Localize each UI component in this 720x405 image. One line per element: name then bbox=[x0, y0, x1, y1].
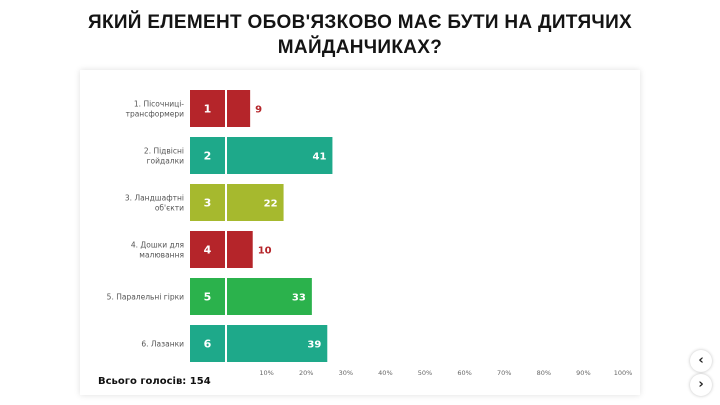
category-number: 4 bbox=[204, 244, 212, 257]
category-number-badge bbox=[190, 184, 225, 221]
x-tick-label: 20% bbox=[299, 369, 313, 377]
category-label: малювання bbox=[139, 251, 184, 260]
category-number: 3 bbox=[204, 197, 212, 210]
category-label: об'єкти bbox=[155, 204, 184, 213]
bar-value-label: 10 bbox=[258, 246, 272, 257]
x-tick-label: 90% bbox=[576, 369, 590, 377]
bar bbox=[227, 90, 251, 127]
bar-value-label: 39 bbox=[307, 340, 321, 351]
category-label: 6. Лазанки bbox=[141, 340, 184, 349]
category-label: гойдалки bbox=[147, 157, 185, 166]
bar bbox=[227, 137, 333, 174]
bar bbox=[227, 325, 328, 362]
category-number: 2 bbox=[204, 150, 212, 163]
category-label: 2. Підвісні bbox=[144, 147, 184, 156]
poll-bar-chart: 1. Пісочниці-трансформери 1 9 2. Підвісніго… bbox=[107, 90, 633, 377]
x-tick-label: 50% bbox=[418, 369, 432, 377]
category-label: трансформери bbox=[126, 110, 185, 119]
x-tick-label: 70% bbox=[497, 369, 511, 377]
chevron-right-icon: › bbox=[698, 377, 704, 392]
x-tick-label: 10% bbox=[259, 369, 273, 377]
bar-value-label: 41 bbox=[313, 152, 327, 163]
chevron-left-icon: ‹ bbox=[698, 353, 704, 368]
bar-value-label: 33 bbox=[292, 293, 306, 304]
bar-value-label: 22 bbox=[264, 199, 278, 210]
category-label: 4. Дошки для bbox=[131, 241, 184, 250]
category-label: 5. Паралельні гірки bbox=[107, 293, 184, 302]
chart-panel: 1. Пісочниці-трансформери 1 9 2. Підвісні го… bbox=[80, 70, 640, 395]
category-label: 3. Ландшафтні bbox=[125, 194, 184, 203]
category-number: 5 bbox=[204, 291, 212, 304]
category-label: 1. Пісочниці- bbox=[134, 100, 184, 109]
category-number-badge bbox=[190, 90, 225, 127]
x-tick-label: 80% bbox=[537, 369, 551, 377]
bar-value-label: 9 bbox=[255, 105, 262, 116]
x-tick-label: 60% bbox=[457, 369, 471, 377]
category-number-badge bbox=[190, 278, 225, 315]
bar bbox=[227, 184, 284, 221]
category-number-badge bbox=[190, 137, 225, 174]
bar bbox=[227, 278, 312, 315]
total-votes: Всього голосів: 154 bbox=[98, 376, 211, 387]
category-number-badge bbox=[190, 325, 225, 362]
x-tick-label: 40% bbox=[378, 369, 392, 377]
next-button[interactable]: › bbox=[690, 374, 712, 396]
x-tick-label: 30% bbox=[339, 369, 353, 377]
category-number: 1 bbox=[204, 103, 212, 116]
category-number-badge bbox=[190, 231, 225, 268]
bar bbox=[227, 231, 253, 268]
page-title: ЯКИЙ ЕЛЕМЕНТ ОБОВ'ЯЗКОВО МАЄ БУТИ НА ДИТ… bbox=[87, 12, 632, 58]
category-number: 6 bbox=[204, 338, 212, 351]
prev-button[interactable]: ‹ bbox=[690, 350, 712, 372]
x-tick-label: 100% bbox=[614, 369, 633, 377]
